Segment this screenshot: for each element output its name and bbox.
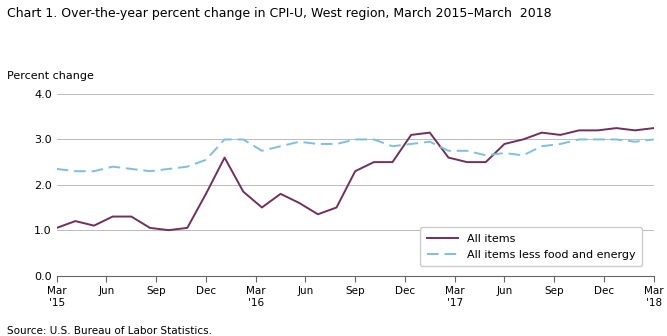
All items less food and energy xyxy=(53,167,61,171)
All items less food and energy xyxy=(426,140,434,144)
All items less food and energy xyxy=(482,153,490,157)
All items xyxy=(519,137,527,141)
All items xyxy=(90,224,98,228)
All items less food and energy xyxy=(556,142,564,146)
Text: Chart 1. Over-the-year percent change in CPI-U, West region, March 2015–March  2: Chart 1. Over-the-year percent change in… xyxy=(7,7,552,20)
All items xyxy=(482,160,490,164)
All items xyxy=(183,226,191,230)
All items less food and energy xyxy=(109,165,117,169)
All items less food and energy xyxy=(594,137,602,141)
All items xyxy=(71,219,79,223)
All items less food and energy xyxy=(127,167,135,171)
All items less food and energy xyxy=(631,140,639,144)
All items less food and energy xyxy=(277,144,285,148)
All items xyxy=(444,156,452,160)
All items less food and energy xyxy=(351,137,359,141)
All items xyxy=(426,131,434,135)
All items less food and energy xyxy=(388,144,396,148)
All items xyxy=(295,201,303,205)
All items less food and energy xyxy=(519,153,527,157)
All items xyxy=(221,156,229,160)
All items less food and energy xyxy=(165,167,173,171)
All items xyxy=(109,215,117,219)
Line: All items: All items xyxy=(57,128,654,230)
All items xyxy=(333,206,341,210)
All items xyxy=(351,169,359,173)
All items less food and energy xyxy=(295,140,303,144)
All items xyxy=(388,160,396,164)
All items xyxy=(370,160,378,164)
All items less food and energy xyxy=(500,151,508,155)
All items xyxy=(258,206,266,210)
All items less food and energy xyxy=(575,137,583,141)
All items less food and energy xyxy=(333,142,341,146)
All items less food and energy xyxy=(183,165,191,169)
All items xyxy=(612,126,620,130)
All items less food and energy xyxy=(258,149,266,153)
All items less food and energy xyxy=(314,142,322,146)
All items xyxy=(277,192,285,196)
All items less food and energy xyxy=(650,137,658,141)
All items xyxy=(239,190,247,194)
All items xyxy=(146,226,154,230)
All items less food and energy xyxy=(221,137,229,141)
Legend: All items, All items less food and energy: All items, All items less food and energ… xyxy=(420,227,642,266)
All items xyxy=(53,226,61,230)
All items less food and energy xyxy=(444,149,452,153)
All items xyxy=(314,212,322,216)
All items xyxy=(631,128,639,132)
All items xyxy=(556,133,564,137)
All items xyxy=(538,131,546,135)
All items less food and energy xyxy=(407,142,415,146)
All items less food and energy xyxy=(239,137,247,141)
Text: Percent change: Percent change xyxy=(7,71,93,81)
All items xyxy=(127,215,135,219)
All items xyxy=(202,192,210,196)
All items less food and energy xyxy=(202,158,210,162)
All items less food and energy xyxy=(146,169,154,173)
All items xyxy=(575,128,583,132)
All items xyxy=(165,228,173,232)
All items less food and energy xyxy=(90,169,98,173)
Line: All items less food and energy: All items less food and energy xyxy=(57,139,654,171)
All items less food and energy xyxy=(370,137,378,141)
Text: Source: U.S. Bureau of Labor Statistics.: Source: U.S. Bureau of Labor Statistics. xyxy=(7,326,211,336)
All items less food and energy xyxy=(71,169,79,173)
All items xyxy=(650,126,658,130)
All items less food and energy xyxy=(463,149,471,153)
All items xyxy=(500,142,508,146)
All items less food and energy xyxy=(612,137,620,141)
All items xyxy=(407,133,415,137)
All items xyxy=(594,128,602,132)
All items xyxy=(463,160,471,164)
All items less food and energy xyxy=(538,144,546,148)
